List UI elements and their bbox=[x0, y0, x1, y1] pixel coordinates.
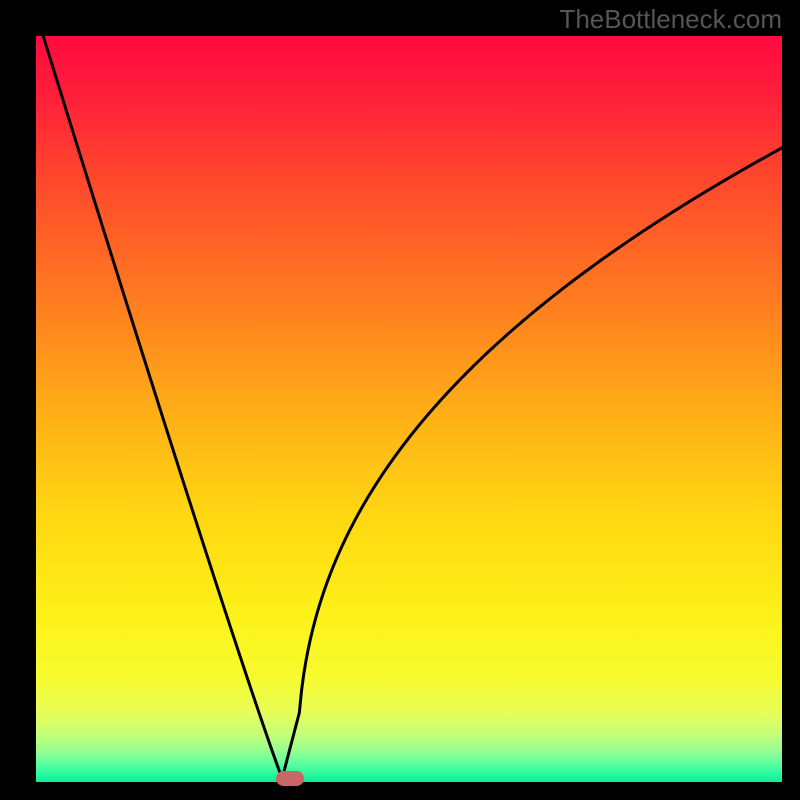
curve-layer bbox=[36, 36, 782, 782]
watermark-text: TheBottleneck.com bbox=[559, 4, 782, 35]
plot-area bbox=[36, 36, 782, 782]
bottleneck-marker bbox=[276, 771, 304, 786]
bottleneck-curve bbox=[40, 36, 782, 778]
